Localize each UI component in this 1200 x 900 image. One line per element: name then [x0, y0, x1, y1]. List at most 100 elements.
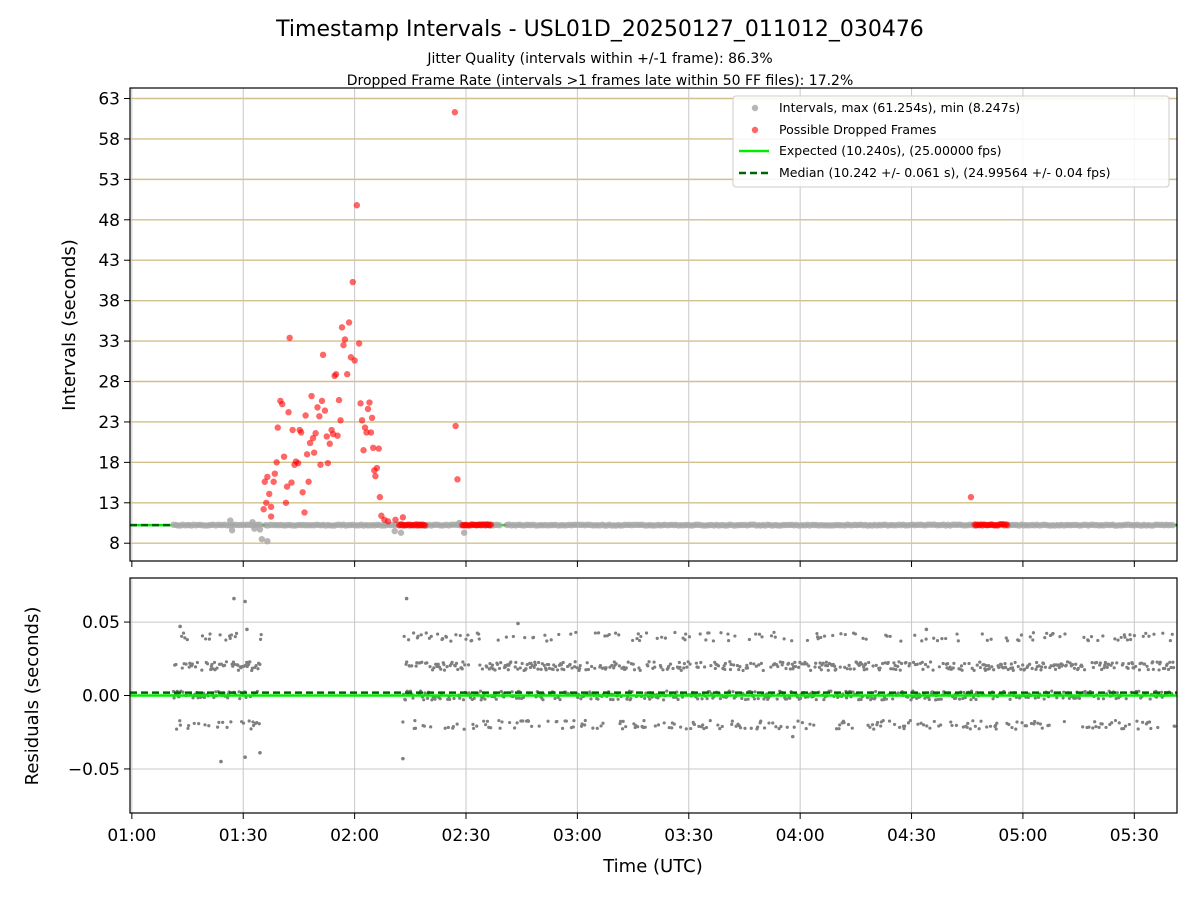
residual-point [785, 697, 789, 701]
residual-point [444, 635, 449, 639]
residual-point [1031, 631, 1036, 635]
residual-point [424, 631, 428, 635]
residual-point [1134, 664, 1138, 669]
residual-point [845, 667, 849, 671]
residual-point [578, 667, 582, 671]
residual-point [1090, 660, 1094, 665]
residual-point [1036, 721, 1040, 725]
residual-point [729, 662, 733, 667]
residual-point [584, 668, 588, 672]
dropped-frame-point [286, 334, 293, 342]
residual-point [745, 663, 749, 667]
dropped-frame-point [337, 417, 344, 424]
residual-point [551, 667, 555, 671]
residual-point [1033, 696, 1037, 700]
residual-point [1145, 664, 1149, 668]
residual-point [1151, 667, 1155, 671]
dropped-frame-point [263, 499, 270, 506]
residual-point [1019, 633, 1024, 637]
residual-point [544, 668, 548, 672]
residual-point [249, 727, 253, 731]
residual-point [620, 727, 625, 731]
residual-point [661, 668, 665, 672]
residual-point [818, 661, 822, 665]
residual-point [726, 639, 731, 643]
dropped-frame-point [349, 278, 356, 286]
residual-point [460, 667, 464, 671]
residual-point [922, 723, 926, 727]
residual-point [516, 667, 520, 671]
residual-point [1008, 697, 1012, 701]
residual-point [470, 638, 474, 643]
residual-point [1067, 696, 1072, 700]
residual-point [653, 724, 657, 728]
residual-point [679, 725, 683, 729]
residual-point [1004, 636, 1008, 640]
residual-point [1116, 638, 1120, 642]
intervals-y-tick-label: 13 [98, 494, 120, 514]
residual-point [578, 663, 582, 668]
residual-point [233, 662, 237, 667]
residual-point [1091, 665, 1095, 670]
residual-point [1168, 638, 1172, 643]
residual-point [1082, 635, 1086, 639]
residual-point [754, 664, 758, 668]
residual-point [1163, 666, 1167, 671]
residual-point [1039, 668, 1043, 672]
residual-point [511, 634, 515, 639]
residual-point [604, 666, 608, 670]
residual-point [1061, 696, 1065, 700]
residual-point [236, 663, 240, 667]
residual-point [648, 697, 652, 701]
dropped-frame-point [310, 449, 318, 456]
residual-point [603, 634, 607, 638]
residual-point [1156, 725, 1160, 730]
residual-point [676, 697, 680, 702]
residual-point [1130, 662, 1135, 666]
residual-point [518, 666, 522, 670]
residual-point [797, 665, 801, 669]
residuals-x-tick-label: 01:00 [107, 826, 156, 846]
residual-point [243, 755, 247, 759]
interval-point [258, 535, 266, 543]
residual-point [951, 666, 955, 670]
legend-frame [732, 95, 1170, 188]
residual-point [546, 719, 550, 723]
residual-point [455, 722, 459, 726]
residual-point [644, 691, 648, 695]
residual-point [960, 668, 964, 672]
residual-point [613, 631, 618, 635]
residual-point [822, 634, 827, 638]
residual-point [732, 663, 736, 667]
residual-point [1146, 667, 1150, 672]
residual-point [875, 720, 880, 725]
intervals-y-tick-label: 58 [98, 130, 120, 150]
dropped-frame-point [288, 479, 295, 486]
residual-point [908, 718, 912, 723]
residual-point [741, 668, 745, 673]
residual-point [614, 662, 618, 666]
residual-point [759, 719, 763, 723]
residual-point [1115, 691, 1119, 695]
residual-point [1094, 725, 1098, 729]
residual-point [834, 667, 838, 671]
residual-point [749, 726, 753, 730]
dropped-frame-point [376, 493, 384, 501]
residual-point [224, 660, 229, 664]
dropped-frame-point [283, 483, 291, 490]
residual-point [824, 660, 829, 664]
residual-point [859, 697, 863, 702]
residual-point [807, 664, 811, 668]
residual-point [837, 727, 841, 731]
residual-point [992, 668, 996, 672]
residual-point [488, 662, 492, 666]
residual-point [1009, 662, 1013, 666]
residual-point [819, 635, 823, 640]
residual-point [857, 663, 861, 668]
residual-point [1043, 665, 1048, 669]
residual-point [902, 726, 906, 731]
residual-point [572, 719, 576, 723]
dropped-frame-point [285, 409, 292, 416]
dropped-frame-point [452, 422, 459, 430]
